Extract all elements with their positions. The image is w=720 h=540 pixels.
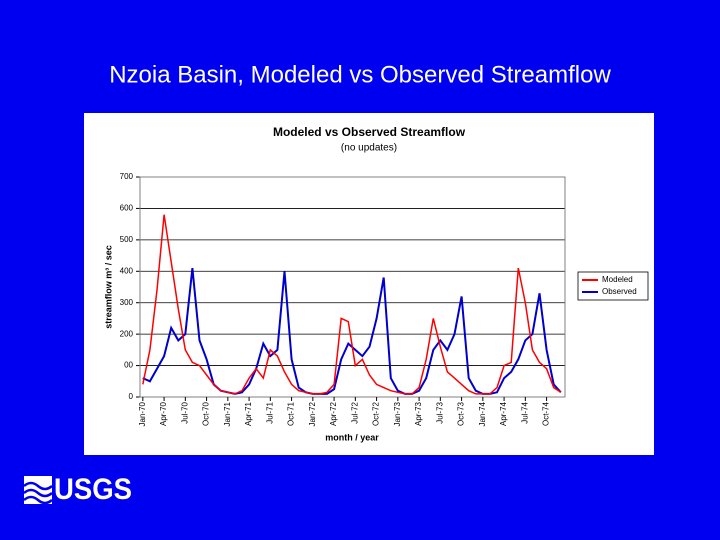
- logo-text: USGS: [54, 473, 132, 506]
- x-tick-label: Oct-72: [372, 401, 381, 426]
- y-tick-label: 700: [120, 172, 134, 181]
- x-tick-label: Jan-71: [223, 401, 232, 426]
- y-axis-label: streamflow m³ / sec: [103, 245, 113, 329]
- x-tick-label: Apr-73: [414, 401, 423, 426]
- x-tick-label: Apr-70: [159, 401, 168, 426]
- chart-background: [84, 113, 654, 455]
- slide-title: Nzoia Basin, Modeled vs Observed Streamf…: [109, 61, 611, 88]
- y-tick-label: 600: [120, 204, 134, 213]
- chart-subtitle: (no updates): [341, 143, 397, 154]
- plot-frame: [139, 176, 566, 398]
- x-tick-label: Oct-70: [202, 401, 211, 426]
- x-tick-label: Apr-74: [499, 401, 508, 426]
- x-tick-label: Jan-73: [393, 401, 402, 426]
- x-tick-label: Jan-72: [308, 401, 317, 426]
- y-tick-label: 400: [120, 266, 134, 275]
- y-tick-label: 200: [120, 329, 134, 338]
- x-tick-label: Apr-72: [329, 401, 338, 426]
- x-tick-label: Jul-73: [435, 401, 444, 423]
- x-tick-label: Oct-71: [287, 401, 296, 426]
- y-tick-label: 00: [124, 361, 133, 370]
- x-tick-label: Oct-73: [457, 401, 466, 426]
- legend-label: Modeled: [602, 275, 633, 284]
- x-tick-label: Apr-71: [244, 401, 253, 426]
- x-tick-label: Jul-74: [520, 401, 529, 423]
- x-tick-label: Jan-74: [478, 401, 487, 426]
- legend-label: Observed: [602, 287, 637, 296]
- x-tick-label: Jul-70: [180, 401, 189, 423]
- chart-title: Modeled vs Observed Streamflow: [273, 125, 466, 139]
- y-tick-label: 300: [120, 298, 134, 307]
- x-tick-label: Oct-74: [542, 401, 551, 426]
- legend-box: [577, 271, 649, 301]
- series-line: [142, 214, 562, 395]
- x-tick-label: Jul-72: [350, 401, 359, 423]
- y-tick-label: 0: [129, 392, 134, 401]
- x-tick-label: Jan-70: [138, 401, 147, 426]
- x-tick-label: Jul-71: [265, 401, 274, 423]
- x-axis-label: month / year: [325, 432, 379, 442]
- y-tick-label: 500: [120, 235, 134, 244]
- usgs-logo: USGS: [23, 473, 132, 506]
- logo-waves: [23, 481, 53, 505]
